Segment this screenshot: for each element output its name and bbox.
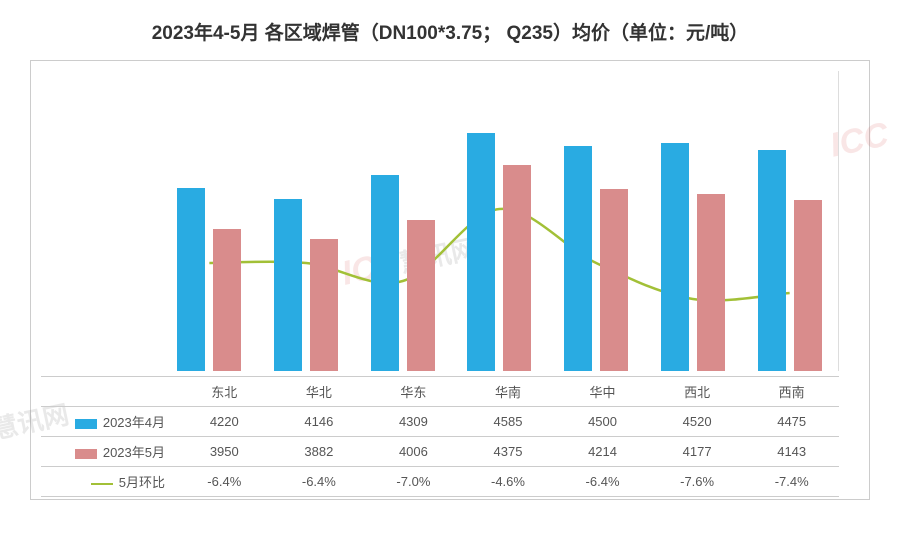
bar-series-b — [503, 165, 531, 371]
bar-group — [548, 71, 645, 371]
table-cell: -4.6% — [461, 467, 556, 497]
table-cell: -6.4% — [177, 467, 272, 497]
table-header-row: 东北华北华东华南华中西北西南 — [41, 377, 839, 407]
bar-series-b — [697, 194, 725, 371]
bar-series-a — [177, 188, 205, 371]
table-cell: 东北 — [177, 377, 272, 407]
row-label: 5月环比 — [41, 467, 177, 497]
bar-series-a — [564, 146, 592, 371]
data-table: 东北华北华东华南华中西北西南2023年4月4220414643094585450… — [41, 376, 839, 497]
row-label: 2023年5月 — [41, 437, 177, 467]
legend-swatch-icon — [75, 419, 97, 429]
legend-line-icon — [91, 483, 113, 485]
table-cell: 4475 — [744, 407, 839, 437]
table-cell: 西南 — [744, 377, 839, 407]
chart-title: 2023年4-5月 各区域焊管（DN100*3.75； Q235）均价（单位：元… — [30, 10, 870, 60]
table-row: 2023年4月4220414643094585450045204475 — [41, 407, 839, 437]
table-cell: 华东 — [366, 377, 461, 407]
table-cell: 3950 — [177, 437, 272, 467]
bar-series-a — [371, 175, 399, 371]
table-row: 2023年5月3950388240064375421441774143 — [41, 437, 839, 467]
bar-series-a — [467, 133, 495, 371]
table-cell: -6.4% — [555, 467, 650, 497]
table-cell: 4585 — [461, 407, 556, 437]
row-label: 2023年4月 — [41, 407, 177, 437]
table-cell: 华北 — [272, 377, 367, 407]
chart-container: 2023年4-5月 各区域焊管（DN100*3.75； Q235）均价（单位：元… — [0, 0, 900, 534]
legend-swatch-icon — [75, 449, 97, 459]
bar-group — [354, 71, 451, 371]
bar-group — [258, 71, 355, 371]
table-cell: 4006 — [366, 437, 461, 467]
table-cell: 华中 — [555, 377, 650, 407]
table-cell: 4220 — [177, 407, 272, 437]
bar-series-b — [213, 229, 241, 372]
chart-area: ICC慧讯网 慧讯网 ICC 东北华北华东华南华中西北西南2023年4月4220… — [30, 60, 870, 500]
table-cell: 4214 — [555, 437, 650, 467]
table-cell: -7.6% — [650, 467, 745, 497]
table-cell: -7.0% — [366, 467, 461, 497]
table-cell: 3882 — [272, 437, 367, 467]
table-cell: 4375 — [461, 437, 556, 467]
table-cell: 4520 — [650, 407, 745, 437]
bar-series-b — [407, 220, 435, 371]
table-cell: 4177 — [650, 437, 745, 467]
bar-series-b — [794, 200, 822, 371]
bar-group — [161, 71, 258, 371]
table-cell: 华南 — [461, 377, 556, 407]
bar-group — [741, 71, 838, 371]
table-cell: -7.4% — [744, 467, 839, 497]
table-cell: -6.4% — [272, 467, 367, 497]
table-cell: 西北 — [650, 377, 745, 407]
table-cell: 4143 — [744, 437, 839, 467]
bar-group — [645, 71, 742, 371]
bar-group — [451, 71, 548, 371]
table-row: 5月环比-6.4%-6.4%-7.0%-4.6%-6.4%-7.6%-7.4% — [41, 467, 839, 497]
bar-series-a — [661, 143, 689, 371]
bar-series-a — [274, 199, 302, 371]
bar-series-a — [758, 150, 786, 371]
plot-area — [161, 71, 839, 371]
table-cell: 4309 — [366, 407, 461, 437]
bar-series-b — [310, 239, 338, 371]
bar-series-b — [600, 189, 628, 371]
table-cell: 4500 — [555, 407, 650, 437]
table-cell: 4146 — [272, 407, 367, 437]
row-label — [41, 377, 177, 407]
